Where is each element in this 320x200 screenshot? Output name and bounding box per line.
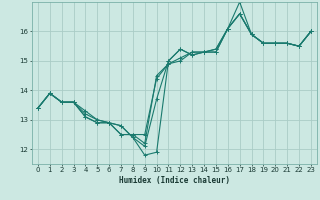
X-axis label: Humidex (Indice chaleur): Humidex (Indice chaleur) <box>119 176 230 185</box>
